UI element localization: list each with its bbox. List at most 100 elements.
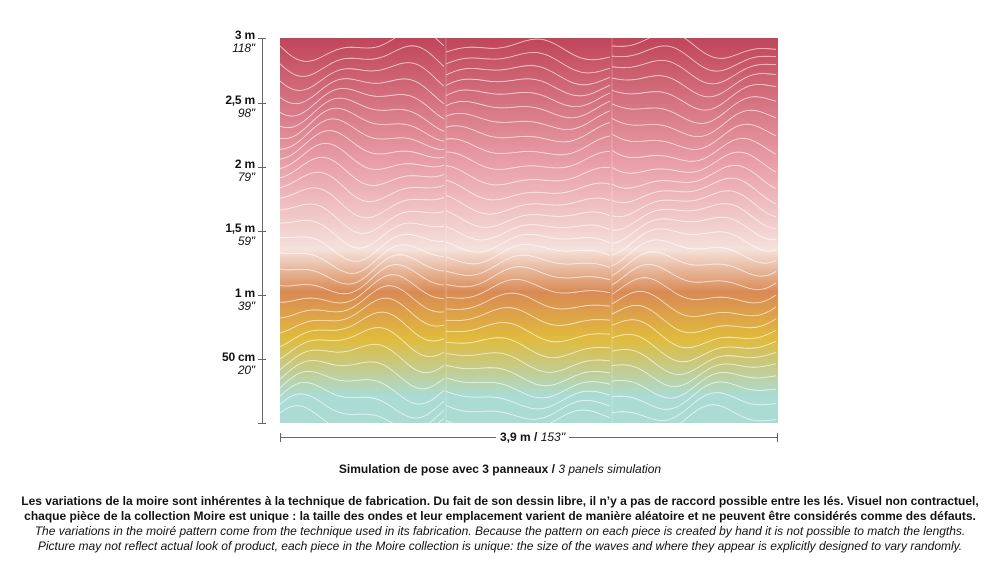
moire-wave-line [280,254,445,285]
note-english-line: Picture may not reflect actual look of p… [37,539,963,553]
moire-wave-line [611,228,777,256]
moire-wave-line [280,244,445,274]
moire-wave-line [280,87,445,120]
width-tick-right [777,433,778,442]
moire-wave-line [280,97,445,132]
height-tick [258,38,266,39]
moire-wave-line [611,59,777,85]
width-label-imperial: 153'' [540,430,566,444]
moire-wave-line [611,263,777,290]
moire-wave-line [280,233,444,262]
wallpaper-preview [280,38,778,423]
moire-wave-line [611,333,777,363]
height-label-metric: 1,5 m [225,221,255,235]
height-label-3m: 3 m 118'' [232,29,255,55]
moire-wave-line [611,73,777,98]
moire-wave-line [445,292,611,310]
moire-wave-line [611,304,777,334]
moire-wave-line [445,110,611,130]
moire-wave-line [611,190,777,218]
moire-wave-line [445,243,611,265]
moire-wave-line [611,38,777,59]
moire-wave-line [611,96,777,124]
moire-wave-line [280,78,445,105]
width-label-separator: / [530,430,541,444]
moire-wave-line [445,78,611,97]
moire-wave-line [280,130,445,160]
moire-wave-line [445,100,611,119]
moire-wave-line [611,109,777,137]
moire-wave-line [280,220,445,249]
moire-wave-line [445,179,611,201]
moire-wave-line [611,348,777,376]
moire-wave-line [280,38,445,62]
moire-wave-line [611,290,777,317]
moire-wave-line [445,254,611,276]
moire-wave-line [280,107,445,142]
width-label-metric: 3,9 m [500,430,531,444]
moire-wave-line [280,171,445,203]
moire-wave-line [611,216,777,244]
moire-wave-line [280,274,445,304]
width-label: 3,9 m / 153'' [496,430,570,444]
moire-wave-line [445,377,611,399]
moire-wave-line [280,370,445,405]
moire-wave-line [611,151,777,174]
moire-wave-line [445,337,611,359]
height-label-1m: 1 m 39'' [235,287,255,313]
height-label-metric: 50 cm [221,350,255,364]
height-label-imperial: 79'' [237,170,255,184]
height-tick [258,295,266,296]
moire-wave-line [445,322,611,343]
moire-wave-line [445,135,611,156]
moire-wave-line [280,360,445,390]
moire-wave-line [280,118,444,150]
note-french-line: Les variations de la moire sont inhérent… [21,494,979,508]
width-tick-left [280,433,281,442]
height-label-metric: 1 m [234,286,255,300]
moire-wave-line [679,404,777,423]
moire-wave-line [445,194,611,215]
moire-wave-line [445,409,611,423]
moire-wave-line [445,210,611,228]
height-label-imperial: 98'' [237,106,255,120]
moire-wave-line [445,65,611,86]
moire-wave-line [445,233,611,253]
moire-wave-line [445,278,611,299]
moire-wave-line [280,343,445,374]
moire-wave-line [611,123,777,150]
moire-wave-line [280,62,445,91]
moire-wave-line [611,137,777,162]
moire-wave-line [280,297,445,334]
height-label-1-5m: 1,5 m 59'' [225,222,255,248]
moire-wave-line [445,89,611,108]
height-label-imperial: 39'' [237,299,255,313]
moire-wave-line [280,405,445,423]
height-ruler [262,38,263,423]
height-tick [258,423,266,424]
moire-wave-line [280,156,445,186]
moire-wave-line [280,187,445,219]
note-french-line: chaque pièce de la collection Moire est … [24,509,976,523]
moire-wave-line [611,239,777,267]
moire-wave-line [445,165,611,186]
height-label-metric: 3 m [234,28,255,42]
height-label-metric: 2,5 m [225,93,255,107]
moire-wave-line [445,122,611,143]
height-label-imperial: 20'' [237,363,255,377]
height-tick [258,103,266,104]
moire-wave-line [611,177,777,205]
moire-wave-line [611,372,777,399]
simulation-caption: Simulation de pose avec 3 panneaux / 3 p… [0,462,1000,476]
note-english-line: The variations in the moiré pattern come… [34,524,966,538]
moire-wave-line [611,381,777,410]
moire-wave-line [611,251,777,277]
moire-wave-line [445,266,611,288]
moire-wave-line [280,142,445,170]
moire-wave-line [445,352,611,373]
moire-wave-line [445,307,611,326]
moire-wave-line [445,390,611,410]
moire-wave-line [611,164,777,190]
height-label-2m: 2 m 79'' [235,158,255,184]
moire-wave-line [445,150,611,170]
